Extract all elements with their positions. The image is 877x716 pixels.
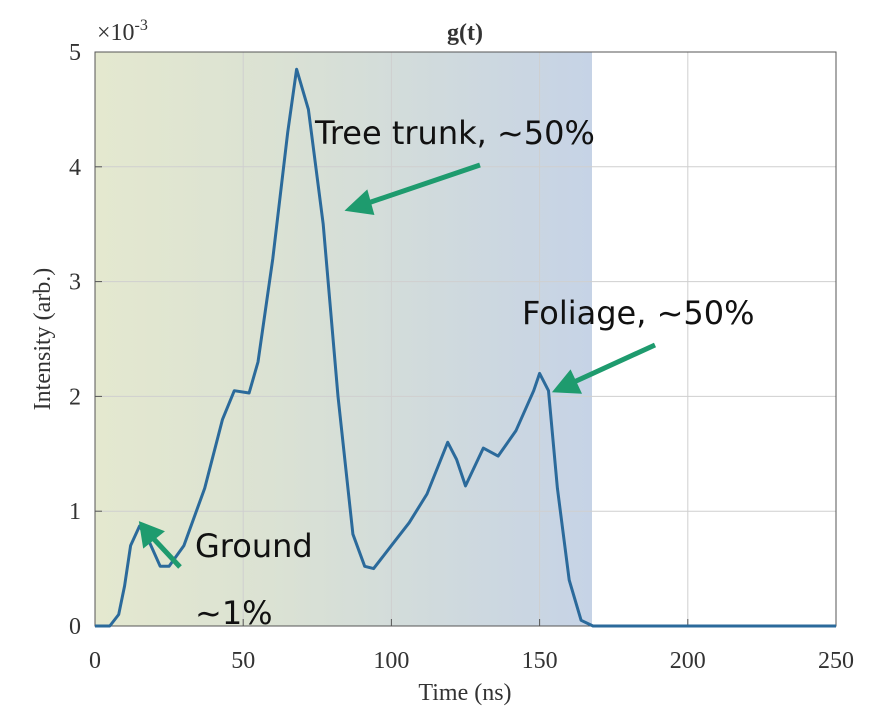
x-tick-label: 200 (670, 648, 706, 674)
y-tick-label: 2 (69, 384, 81, 410)
annotation: Ground (195, 527, 313, 565)
x-tick-label: 150 (522, 648, 558, 674)
x-tick-label: 100 (373, 648, 409, 674)
y-tick-label: 0 (69, 614, 81, 640)
arrowhead (344, 189, 375, 216)
arrowhead (138, 521, 165, 549)
arrowhead (551, 369, 583, 394)
annotation: Foliage, ~50% (522, 294, 755, 332)
annotation: Tree trunk, ~50% (314, 114, 595, 152)
x-tick-label: 50 (231, 648, 255, 674)
y-tick-label: 1 (69, 499, 81, 525)
arrow (367, 162, 481, 206)
arrow (150, 535, 182, 569)
y-tick-label: 3 (69, 270, 81, 296)
y-multiplier: ×10-3 (97, 17, 148, 46)
y-axis-label: Intensity (arb.) (30, 268, 56, 411)
x-axis-label: Time (ns) (418, 680, 511, 706)
x-tick-label: 250 (818, 648, 854, 674)
multiplier-base: ×10 (97, 20, 135, 46)
y-tick-label: 4 (69, 155, 81, 181)
x-tick-label: 0 (89, 648, 101, 674)
background-image (95, 52, 592, 626)
annotation: ~1% (195, 594, 273, 632)
plot-frame (94, 51, 837, 627)
y-tick-label: 5 (69, 40, 81, 66)
chart-title: g(t) (447, 20, 483, 46)
arrow (572, 342, 657, 385)
multiplier-exponent: -3 (135, 17, 148, 34)
arrows (138, 162, 657, 569)
data-line (95, 67, 836, 628)
